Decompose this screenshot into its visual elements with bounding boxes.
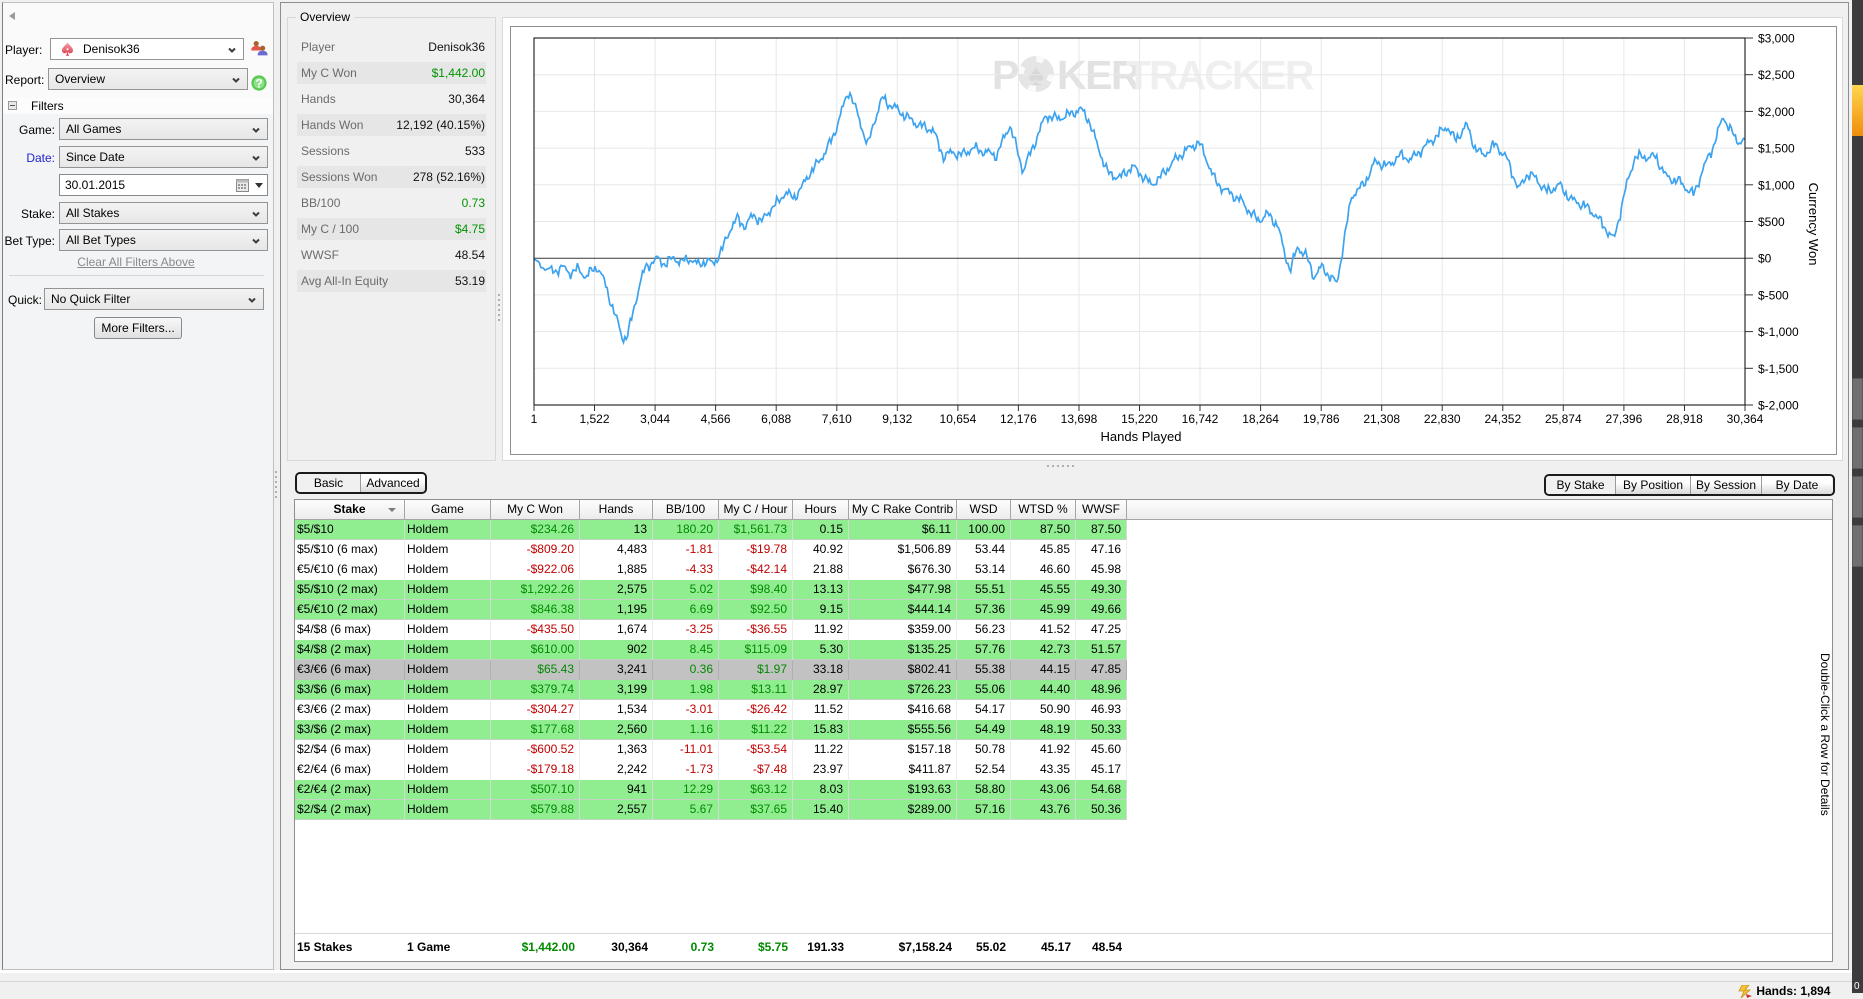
svg-text:28,918: 28,918 <box>1666 412 1703 426</box>
svg-text:15,220: 15,220 <box>1121 412 1158 426</box>
svg-text:$3,000: $3,000 <box>1758 32 1795 46</box>
svg-text:22,830: 22,830 <box>1424 412 1461 426</box>
svg-text:19,786: 19,786 <box>1303 412 1340 426</box>
svg-text:4,566: 4,566 <box>701 412 731 426</box>
svg-text:$-500: $-500 <box>1758 288 1789 302</box>
svg-text:1: 1 <box>531 412 538 426</box>
svg-text:25,874: 25,874 <box>1545 412 1582 426</box>
svg-text:27,396: 27,396 <box>1606 412 1643 426</box>
svg-text:13,698: 13,698 <box>1061 412 1098 426</box>
svg-text:?: ? <box>255 77 262 91</box>
svg-text:Hands Played: Hands Played <box>1101 429 1182 444</box>
svg-text:9,132: 9,132 <box>882 412 912 426</box>
svg-text:$-1,500: $-1,500 <box>1758 362 1799 376</box>
svg-text:16,742: 16,742 <box>1182 412 1219 426</box>
svg-text:$500: $500 <box>1758 215 1785 229</box>
svg-text:7,610: 7,610 <box>822 412 852 426</box>
svg-text:10,654: 10,654 <box>940 412 977 426</box>
svg-text:3,044: 3,044 <box>640 412 670 426</box>
svg-text:30,364: 30,364 <box>1727 412 1764 426</box>
svg-text:1,522: 1,522 <box>579 412 609 426</box>
svg-text:21,308: 21,308 <box>1363 412 1400 426</box>
svg-text:24,352: 24,352 <box>1484 412 1521 426</box>
svg-text:18,264: 18,264 <box>1242 412 1279 426</box>
svg-text:6,088: 6,088 <box>761 412 791 426</box>
svg-text:$-2,000: $-2,000 <box>1758 399 1799 413</box>
svg-text:$1,000: $1,000 <box>1758 178 1795 192</box>
svg-text:$-1,000: $-1,000 <box>1758 325 1799 339</box>
svg-text:$0: $0 <box>1758 252 1772 266</box>
svg-text:$2,500: $2,500 <box>1758 68 1795 82</box>
svg-text:♠: ♠ <box>1028 59 1044 92</box>
svg-text:$1,500: $1,500 <box>1758 142 1795 156</box>
svg-text:$2,000: $2,000 <box>1758 105 1795 119</box>
svg-text:Currency Won: Currency Won <box>1806 183 1821 266</box>
svg-text:12,176: 12,176 <box>1000 412 1037 426</box>
